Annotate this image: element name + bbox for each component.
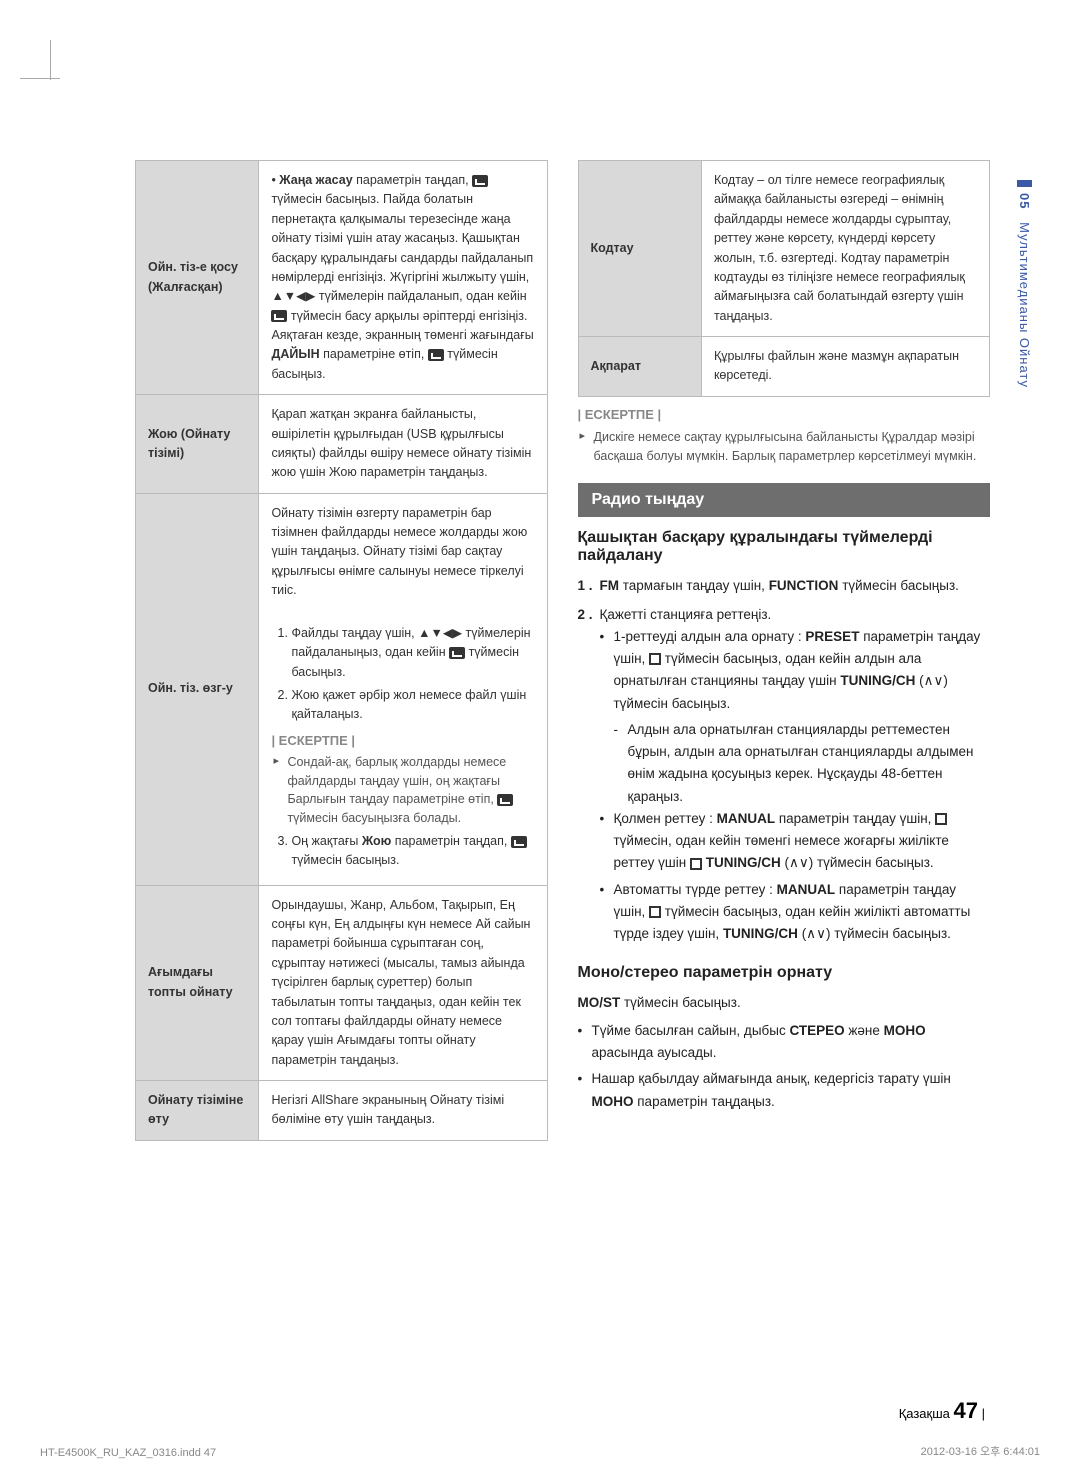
row-label: Ағымдағы топты ойнату: [136, 885, 259, 1080]
row-content: Орындаушы, Жанр, Альбом, Тақырып, Ең соң…: [259, 885, 547, 1080]
dash-item: Алдын ала орнатылған станцияларды реттем…: [614, 719, 991, 808]
row-label: Ойн. тіз-е қосу (Жалғасқан): [136, 161, 259, 395]
note-label: | ЕСКЕРТПЕ |: [578, 407, 991, 422]
footer-right: 2012-03-16 오후 6:44:01: [921, 1443, 1040, 1459]
row-label: Ақпарат: [578, 337, 701, 397]
table-row: Ойн. тіз-е қосу (Жалғасқан) • Жаңа жасау…: [136, 161, 548, 395]
step-item: 1 . FM тармағын таңдау үшін, FUNCTION тү…: [578, 575, 991, 597]
row-content: Негізгі AllShare экранының Ойнату тізімі…: [259, 1081, 547, 1141]
step-text: Қажетті станцияға реттеңіз.: [600, 607, 772, 622]
row-content: Кодтау – ол тілге немесе географиялық ай…: [701, 161, 989, 337]
step-number: 1 .: [578, 575, 593, 597]
bullet-list: 1-реттеуді алдын ала орнату : PRESET пар…: [600, 626, 991, 715]
page-content: Ойн. тіз-е қосу (Жалғасқан) • Жаңа жасау…: [0, 0, 1080, 1181]
table-row: Ақпарат Құрылғы файлын және мазмұн ақпар…: [578, 337, 990, 397]
table-row: Ағымдағы топты ойнату Орындаушы, Жанр, А…: [136, 885, 548, 1080]
chapter-title: Мультимедианы Ойнату: [1017, 222, 1032, 388]
step-text: FM тармағын таңдау үшін, FUNCTION түймес…: [600, 578, 959, 593]
body-text: MO/ST түймесін басыңыз.: [578, 992, 991, 1014]
crop-mark-v: [50, 40, 51, 80]
row-content: • Жаңа жасау параметрін таңдап, түймесін…: [259, 161, 547, 395]
subheading: Моно/стерео параметрін орнату: [578, 964, 991, 982]
row-label: Кодтау: [578, 161, 701, 337]
steps-list: 1 . FM тармағын таңдау үшін, FUNCTION тү…: [578, 575, 991, 945]
page-num-value: 47: [954, 1398, 978, 1423]
page-lang: Қазақша: [899, 1406, 950, 1421]
section-banner: Радио тыңдау: [578, 483, 991, 517]
bullet-list: Түйме басылған сайын, дыбыс СТЕРЕО және …: [578, 1020, 991, 1113]
bullet-list: Қолмен реттеу : MANUAL параметрін таңдау…: [600, 808, 991, 946]
chapter-number: 05: [1017, 180, 1032, 209]
table-row: Ойнату тізіміне өту Негізгі AllShare экр…: [136, 1081, 548, 1141]
left-column: Ойн. тіз-е қосу (Жалғасқан) • Жаңа жасау…: [135, 160, 548, 1141]
bullet-item: Қолмен реттеу : MANUAL параметрін таңдау…: [600, 808, 991, 875]
bullet-item: Түйме басылған сайын, дыбыс СТЕРЕО және …: [578, 1020, 991, 1065]
dash-list: Алдын ала орнатылған станцияларды реттем…: [600, 719, 991, 808]
row-content: Ойнату тізімін өзгерту параметрін бар ті…: [259, 493, 547, 885]
table-row: Кодтау Кодтау – ол тілге немесе географи…: [578, 161, 990, 337]
bullet-item: Нашар қабылдау аймағында анық, кедергісі…: [578, 1068, 991, 1113]
right-column: Кодтау Кодтау – ол тілге немесе географи…: [578, 160, 991, 1141]
bullet-item: Автоматты түрде реттеу : MANUAL параметр…: [600, 879, 991, 946]
row-label: Ойн. тіз. өзг-у: [136, 493, 259, 885]
table-row: Жою (Ойнату тізімі) Қарап жатқан экранға…: [136, 395, 548, 494]
crop-mark-h: [20, 78, 60, 79]
step-number: 2 .: [578, 604, 593, 626]
bullet-item: 1-реттеуді алдын ала орнату : PRESET пар…: [600, 626, 991, 715]
left-table: Ойн. тіз-е қосу (Жалғасқан) • Жаңа жасау…: [135, 160, 548, 1141]
row-content: Құрылғы файлын және мазмұн ақпаратын көр…: [701, 337, 989, 397]
page-number: Қазақша 47 |: [899, 1398, 985, 1424]
row-label: Ойнату тізіміне өту: [136, 1081, 259, 1141]
right-table: Кодтау Кодтау – ол тілге немесе географи…: [578, 160, 991, 397]
note-body: Дискіге немесе сақтау құрылғысына байлан…: [578, 428, 991, 466]
subheading: Қашықтан басқару құралындағы түймелерді …: [578, 529, 991, 565]
footer-left: HT-E4500K_RU_KAZ_0316.indd 47: [40, 1447, 216, 1459]
row-content: Қарап жатқан экранға байланысты, өшіріле…: [259, 395, 547, 494]
side-tab: 05 Мультимедианы Ойнату: [1017, 180, 1032, 388]
step-item: 2 . Қажетті станцияға реттеңіз. 1-реттеу…: [578, 604, 991, 946]
row-label: Жою (Ойнату тізімі): [136, 395, 259, 494]
table-row: Ойн. тіз. өзг-у Ойнату тізімін өзгерту п…: [136, 493, 548, 885]
